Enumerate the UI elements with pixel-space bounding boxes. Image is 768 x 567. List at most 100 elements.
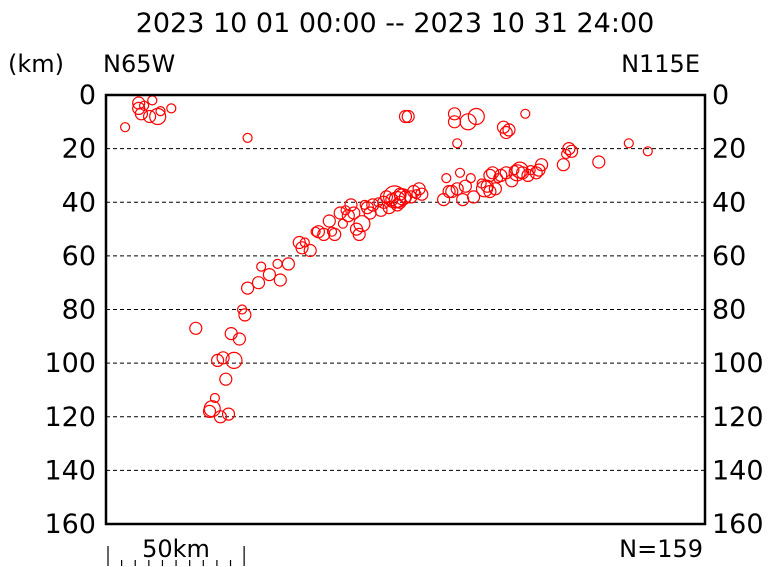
hypocenter-marker <box>592 155 606 169</box>
hypocenter-marker <box>251 276 266 290</box>
hypocenter-marker <box>564 144 579 158</box>
hypocenter-marker <box>303 243 317 258</box>
hypocenter-marker <box>347 206 361 220</box>
depth-tick-label-right: 80 <box>712 295 746 326</box>
hypocenter-marker <box>295 241 309 255</box>
hypocenter-marker <box>483 168 497 182</box>
hypocenter-marker <box>241 281 255 295</box>
depth-tick-label-right: 160 <box>712 509 764 540</box>
hypocenter-marker <box>447 107 462 121</box>
hypocenter-marker <box>225 351 243 369</box>
hypocenter-marker <box>454 167 466 178</box>
hypocenter-marker <box>203 400 221 418</box>
hypocenter-marker <box>281 257 295 271</box>
hypocenter-marker <box>562 142 576 156</box>
hypocenter-marker <box>442 184 456 199</box>
hypocenter-marker <box>502 123 516 137</box>
depth-tick-label-right: 0 <box>712 80 729 111</box>
left-direction-label: N65W <box>103 50 175 78</box>
hypocenter-marker <box>333 206 347 220</box>
hypocenter-marker <box>452 138 463 149</box>
hypocenter-marker <box>556 158 571 172</box>
hypocenter-marker <box>344 198 358 212</box>
scale-bar-label: 50km <box>142 535 210 563</box>
hypocenter-marker <box>322 214 336 228</box>
depth-tick-label-right: 140 <box>712 455 764 486</box>
hypocenter-marker <box>450 182 464 196</box>
hypocenter-marker <box>465 173 476 184</box>
hypocenter-marker <box>189 321 203 335</box>
hypocenter-marker <box>467 190 481 204</box>
depth-tick-label-left: 120 <box>44 402 96 433</box>
plot-frame <box>104 93 707 526</box>
hypocenter-marker <box>401 109 415 124</box>
depth-tick-label-left: 60 <box>62 241 96 272</box>
period-title: 2023 10 01 00:00 -- 2023 10 31 24:00 <box>136 8 655 39</box>
hypocenter-marker <box>467 107 485 126</box>
depth-tick-label-right: 100 <box>712 348 764 379</box>
depth-tick-label-left: 0 <box>79 80 96 111</box>
depth-tick-label-right: 20 <box>712 134 746 165</box>
hypocenter-marker <box>520 108 531 119</box>
hypocenter-marker <box>166 103 177 114</box>
hypocenter-marker <box>232 332 246 346</box>
event-count-label: N=159 <box>619 535 703 563</box>
depth-tick-label-right: 120 <box>712 402 764 433</box>
hypocenter-marker <box>508 164 526 182</box>
depth-tick-label-left: 20 <box>62 134 96 165</box>
hypocenter-marker <box>488 182 502 196</box>
right-direction-label: N115E <box>621 50 700 78</box>
hypocenter-marker <box>374 203 388 217</box>
hypocenter-marker <box>623 138 634 149</box>
hypocenter-marker <box>238 308 252 322</box>
hypocenter-marker <box>328 227 342 241</box>
hypocenter-marker <box>273 273 287 287</box>
depth-grid-lines <box>106 148 705 471</box>
hypocenter-marker <box>499 125 513 140</box>
hypocenter-marker <box>155 105 166 117</box>
hypocenter-marker <box>534 158 549 172</box>
hypocenter-marker <box>213 410 227 424</box>
hypocenter-marker <box>326 226 338 237</box>
scale-bar <box>107 546 245 566</box>
hypocenter-marker <box>216 351 230 365</box>
hypocenter-marker <box>353 215 371 233</box>
depth-tick-label-left: 160 <box>44 509 96 540</box>
hypocenter-marker <box>143 109 157 124</box>
hypocenter-marker <box>147 95 158 106</box>
hypocenter-marker <box>139 100 150 111</box>
hypocenter-marker <box>119 122 131 133</box>
hypocenter-marker <box>352 227 366 241</box>
hypocenter-marker <box>529 166 543 180</box>
hypocenter-marker <box>459 113 477 131</box>
hypocenter-marker <box>317 227 331 241</box>
hypocenter-markers <box>119 95 653 424</box>
hypocenter-marker <box>398 109 413 124</box>
hypocenter-marker <box>456 193 470 207</box>
hypocenter-marker <box>262 268 276 282</box>
hypocenter-marker <box>415 187 429 201</box>
depth-unit-label: (km) <box>8 50 64 78</box>
hypocenter-marker <box>486 166 500 180</box>
hypocenter-marker <box>209 392 220 404</box>
hypocenter-marker <box>458 179 472 193</box>
hypocenter-marker <box>447 115 462 129</box>
depth-tick-label-left: 40 <box>62 187 96 218</box>
hypocenter-marker <box>134 107 148 121</box>
hypocenter-marker <box>242 132 253 143</box>
depth-tick-label-left: 80 <box>62 295 96 326</box>
depth-tick-labels: 0 0 20 20 40 40 60 60 80 80 100 100 120 120 140 140 160 1… <box>44 80 763 540</box>
hypocenter-marker <box>272 258 283 269</box>
hypocenter-marker <box>224 327 238 341</box>
depth-tick-label-left: 100 <box>44 348 96 379</box>
hypocenter-marker <box>256 261 267 272</box>
depth-tick-label-right: 60 <box>712 241 746 272</box>
hypocenter-marker <box>219 372 233 386</box>
hypocenter-marker <box>642 146 653 157</box>
hypocenter-marker <box>221 407 236 421</box>
hypocenter-marker <box>521 168 535 182</box>
depth-tick-label-right: 40 <box>712 187 746 218</box>
hypocenter-marker <box>310 226 321 237</box>
hypocenter-marker <box>337 218 348 229</box>
